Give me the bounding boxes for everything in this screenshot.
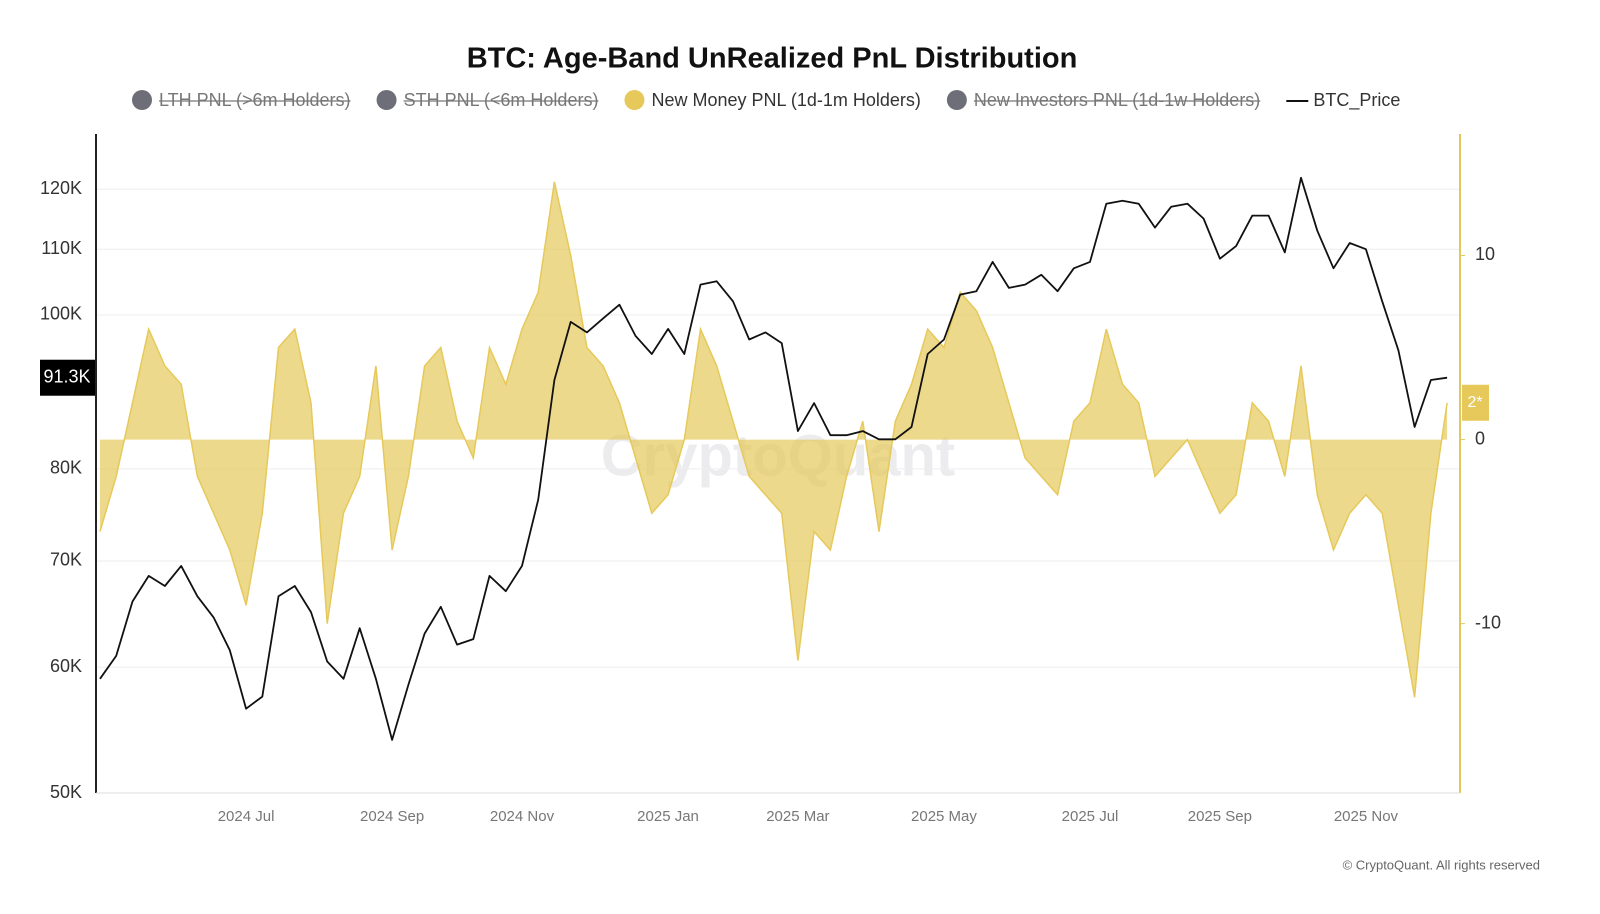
- chart-title: BTC: Age-Band UnRealized PnL Distributio…: [467, 43, 1078, 75]
- legend-swatch: [376, 90, 397, 110]
- pnl-line: [99, 181, 1448, 698]
- pnl-area: [100, 181, 1448, 698]
- y-tick-label: 70K: [50, 550, 82, 570]
- legend-item[interactable]: STH PNL (<6m Holders): [376, 90, 599, 110]
- y2-tick-label: -10: [1475, 612, 1501, 632]
- price-line: [99, 176, 1448, 741]
- y-tick-label: 60K: [50, 656, 82, 676]
- legend-label: New Investors PNL (1d-1w Holders): [974, 90, 1260, 110]
- x-tick-label: 2024 Jul: [218, 808, 275, 825]
- legend-item[interactable]: BTC_Price: [1286, 90, 1400, 111]
- legend-label: BTC_Price: [1313, 90, 1400, 111]
- price-label-box: [40, 359, 95, 396]
- x-tick-label: 2025 Jul: [1062, 808, 1119, 825]
- legend-label: STH PNL (<6m Holders): [404, 90, 599, 110]
- legend-item[interactable]: New Investors PNL (1d-1w Holders): [946, 90, 1261, 110]
- y2-tick-label: 10: [1475, 244, 1495, 264]
- x-tick-label: 2025 Jan: [637, 808, 699, 825]
- legend-swatch: [132, 90, 152, 110]
- y-tick-label: 80K: [50, 458, 82, 478]
- legend-label: LTH PNL (>6m Holders): [159, 90, 351, 110]
- copyright: © CryptoQuant. All rights reserved: [1343, 857, 1540, 872]
- x-tick-label: 2025 Mar: [766, 808, 829, 825]
- x-tick-label: 2025 Sep: [1188, 808, 1252, 825]
- x-tick-label: 2024 Sep: [360, 808, 424, 825]
- y-tick-label: 50K: [50, 782, 82, 802]
- x-tick-label: 2025 Nov: [1334, 808, 1399, 825]
- legend-label: New Money PNL (1d-1m Holders): [651, 90, 920, 110]
- legend-item[interactable]: New Money PNL (1d-1m Holders): [624, 90, 921, 110]
- legend-swatch: [946, 90, 967, 110]
- pnl-label: 2*: [1467, 394, 1482, 411]
- y-tick-label: 120K: [40, 178, 82, 198]
- y-tick-label: 110K: [41, 238, 82, 258]
- y2-tick-label: 0: [1475, 428, 1485, 448]
- price-label: 91.3K: [43, 366, 90, 386]
- x-tick-label: 2025 May: [911, 808, 977, 825]
- pnl-label-box: [1462, 384, 1489, 421]
- y-tick-label: 100K: [40, 304, 82, 324]
- legend-swatch: [624, 90, 645, 110]
- x-tick-label: 2024 Nov: [490, 808, 555, 825]
- legend-item[interactable]: LTH PNL (>6m Holders): [132, 90, 351, 110]
